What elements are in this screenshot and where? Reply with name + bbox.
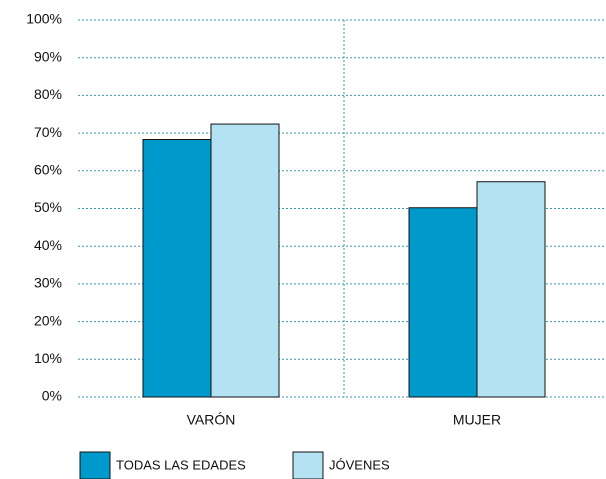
x-tick-label: VARÓN xyxy=(187,412,236,428)
y-tick-label: 50% xyxy=(34,199,62,215)
legend-swatch xyxy=(79,451,111,479)
y-tick-label: 0% xyxy=(42,388,62,404)
x-tick-label: MUJER xyxy=(453,412,501,428)
bar xyxy=(408,207,478,398)
bar xyxy=(142,139,212,398)
y-tick-label: 70% xyxy=(34,124,62,140)
bar xyxy=(476,181,546,398)
bar xyxy=(210,123,280,398)
y-tick-label: 100% xyxy=(26,11,62,27)
y-tick-label: 80% xyxy=(34,86,62,102)
y-tick-label: 20% xyxy=(34,312,62,328)
y-tick-label: 90% xyxy=(34,48,62,64)
legend-label: JÓVENES xyxy=(329,457,390,472)
y-tick-label: 10% xyxy=(34,350,62,366)
y-tick-label: 40% xyxy=(34,237,62,253)
legend-label: TODAS LAS EDADES xyxy=(116,457,246,472)
legend-swatch xyxy=(292,451,324,479)
y-tick-label: 30% xyxy=(34,275,62,291)
y-tick-label: 60% xyxy=(34,162,62,178)
